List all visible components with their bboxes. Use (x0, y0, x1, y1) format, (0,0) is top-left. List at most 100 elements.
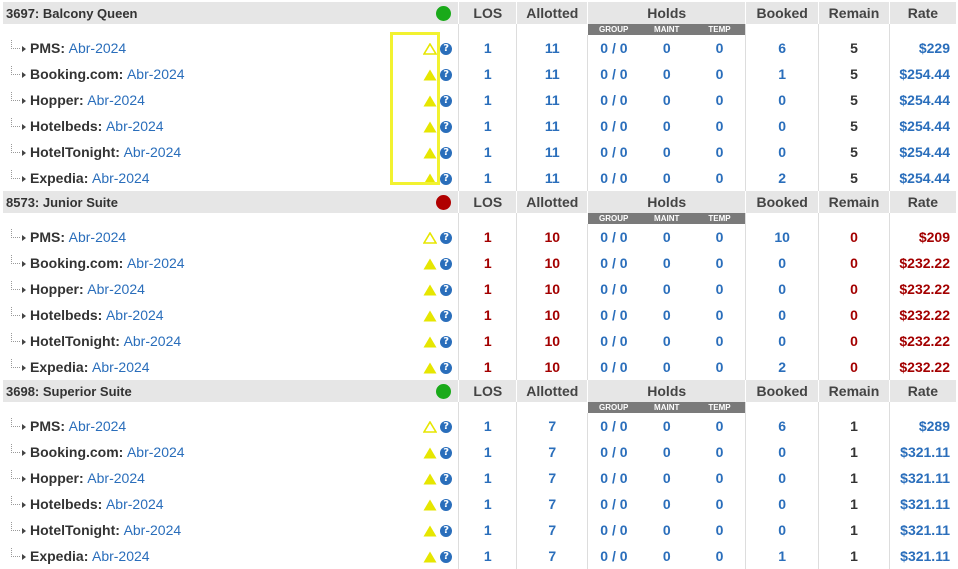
channel-period-link[interactable]: Abr-2024 (68, 418, 127, 434)
expand-arrow-icon[interactable] (22, 339, 26, 345)
temp-hold-value[interactable]: 0 (693, 413, 746, 439)
rate-value[interactable]: $232.22 (888, 250, 956, 276)
allotted-value[interactable]: 7 (516, 439, 588, 465)
warning-icon[interactable] (423, 447, 437, 459)
help-icon[interactable]: ? (440, 421, 453, 434)
los-value[interactable]: 1 (458, 276, 517, 302)
expand-arrow-icon[interactable] (22, 124, 26, 130)
allotted-value[interactable]: 10 (516, 224, 588, 250)
warning-icon[interactable] (422, 42, 438, 55)
allotted-value[interactable]: 10 (516, 328, 588, 354)
warning-icon[interactable] (423, 499, 437, 511)
allotted-value[interactable]: 10 (516, 302, 588, 328)
help-icon[interactable]: ? (440, 310, 453, 323)
booked-value[interactable]: 1 (745, 543, 819, 569)
los-value[interactable]: 1 (458, 61, 517, 87)
booked-value[interactable]: 0 (745, 139, 819, 165)
expand-arrow-icon[interactable] (22, 528, 26, 534)
group-hold-value[interactable]: 0 / 0 (587, 543, 640, 569)
allotted-value[interactable]: 10 (516, 250, 588, 276)
group-hold-value[interactable]: 0 / 0 (587, 224, 640, 250)
booked-value[interactable]: 0 (745, 439, 819, 465)
group-hold-value[interactable]: 0 / 0 (587, 439, 640, 465)
help-icon[interactable]: ? (440, 284, 453, 297)
channel-period-link[interactable]: Abr-2024 (123, 144, 182, 160)
temp-hold-value[interactable]: 0 (693, 165, 746, 191)
group-hold-value[interactable]: 0 / 0 (587, 61, 640, 87)
group-hold-value[interactable]: 0 / 0 (587, 354, 640, 380)
rate-value[interactable]: $232.22 (888, 276, 956, 302)
booked-value[interactable]: 0 (745, 328, 819, 354)
channel-period-link[interactable]: Abr-2024 (126, 66, 185, 82)
maint-hold-value[interactable]: 0 (639, 465, 694, 491)
help-icon[interactable]: ? (440, 336, 453, 349)
booked-value[interactable]: 0 (745, 517, 819, 543)
temp-hold-value[interactable]: 0 (693, 113, 746, 139)
allotted-value[interactable]: 7 (516, 543, 588, 569)
warning-icon[interactable] (423, 258, 437, 270)
expand-arrow-icon[interactable] (22, 46, 26, 52)
room-title[interactable]: 3698: Superior Suite (3, 380, 405, 402)
allotted-value[interactable]: 7 (516, 491, 588, 517)
warning-icon[interactable] (422, 420, 438, 433)
allotted-value[interactable]: 7 (516, 517, 588, 543)
maint-hold-value[interactable]: 0 (639, 354, 694, 380)
los-value[interactable]: 1 (458, 517, 517, 543)
rate-value[interactable]: $321.11 (888, 491, 956, 517)
los-value[interactable]: 1 (458, 224, 517, 250)
expand-arrow-icon[interactable] (22, 450, 26, 456)
warning-icon[interactable] (423, 284, 437, 296)
los-value[interactable]: 1 (458, 543, 517, 569)
maint-hold-value[interactable]: 0 (639, 517, 694, 543)
expand-arrow-icon[interactable] (22, 72, 26, 78)
group-hold-value[interactable]: 0 / 0 (587, 413, 640, 439)
expand-arrow-icon[interactable] (22, 313, 26, 319)
help-icon[interactable]: ? (440, 121, 453, 134)
expand-arrow-icon[interactable] (22, 424, 26, 430)
help-icon[interactable]: ? (440, 95, 453, 108)
maint-hold-value[interactable]: 0 (639, 491, 694, 517)
help-icon[interactable]: ? (440, 473, 453, 486)
help-icon[interactable]: ? (440, 232, 453, 245)
expand-arrow-icon[interactable] (22, 176, 26, 182)
expand-arrow-icon[interactable] (22, 476, 26, 482)
group-hold-value[interactable]: 0 / 0 (587, 250, 640, 276)
rate-value[interactable]: $254.44 (888, 165, 956, 191)
maint-hold-value[interactable]: 0 (639, 276, 694, 302)
rate-value[interactable]: $321.11 (888, 543, 956, 569)
room-title[interactable]: 8573: Junior Suite (3, 191, 405, 213)
rate-value[interactable]: $254.44 (888, 139, 956, 165)
maint-hold-value[interactable]: 0 (639, 165, 694, 191)
los-value[interactable]: 1 (458, 35, 517, 61)
maint-hold-value[interactable]: 0 (639, 250, 694, 276)
temp-hold-value[interactable]: 0 (693, 517, 746, 543)
rate-value[interactable]: $232.22 (888, 328, 956, 354)
group-hold-value[interactable]: 0 / 0 (587, 87, 640, 113)
booked-value[interactable]: 0 (745, 87, 819, 113)
channel-period-link[interactable]: Abr-2024 (68, 40, 127, 56)
los-value[interactable]: 1 (458, 465, 517, 491)
rate-value[interactable]: $321.11 (888, 439, 956, 465)
group-hold-value[interactable]: 0 / 0 (587, 517, 640, 543)
allotted-value[interactable]: 11 (516, 139, 588, 165)
los-value[interactable]: 1 (458, 113, 517, 139)
booked-value[interactable]: 6 (745, 413, 819, 439)
channel-period-link[interactable]: Abr-2024 (87, 92, 145, 108)
maint-hold-value[interactable]: 0 (639, 113, 694, 139)
help-icon[interactable]: ? (440, 147, 453, 160)
rate-value[interactable]: $232.22 (888, 302, 956, 328)
los-value[interactable]: 1 (458, 250, 517, 276)
los-value[interactable]: 1 (458, 87, 517, 113)
booked-value[interactable]: 0 (745, 250, 819, 276)
temp-hold-value[interactable]: 0 (693, 328, 746, 354)
los-value[interactable]: 1 (458, 439, 517, 465)
booked-value[interactable]: 0 (745, 113, 819, 139)
los-value[interactable]: 1 (458, 139, 517, 165)
warning-icon[interactable] (423, 525, 437, 537)
help-icon[interactable]: ? (440, 258, 453, 271)
warning-icon[interactable] (423, 147, 437, 159)
rate-value[interactable]: $254.44 (888, 113, 956, 139)
los-value[interactable]: 1 (458, 165, 517, 191)
rate-value[interactable]: $209 (888, 224, 956, 250)
warning-icon[interactable] (423, 121, 437, 133)
